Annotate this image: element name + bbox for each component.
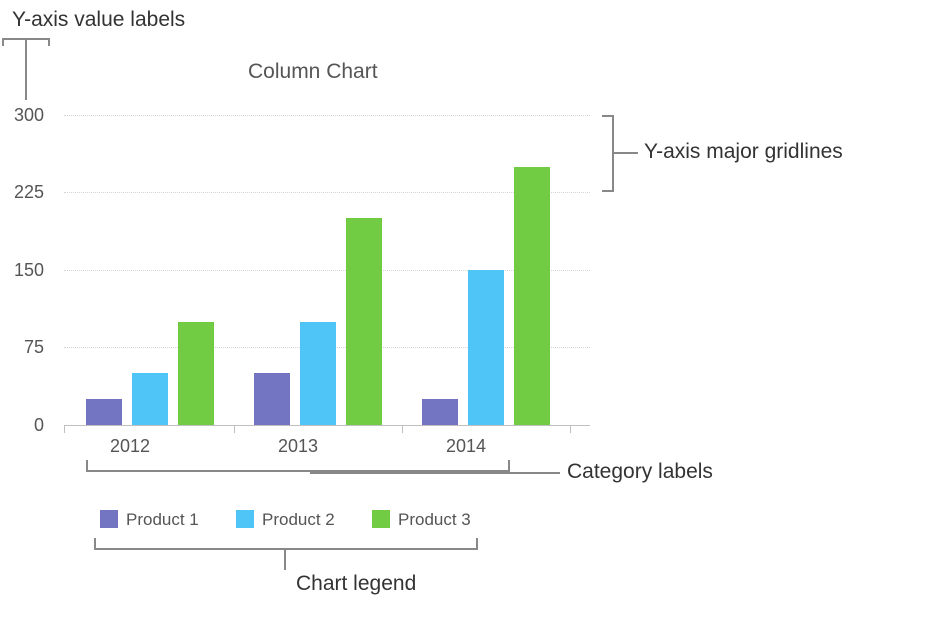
gridline-225 xyxy=(64,192,590,193)
bar-2012-product2 xyxy=(132,373,168,425)
bar-2014-product2 xyxy=(468,270,504,425)
bracket-yaxis-stem xyxy=(25,40,27,100)
bracket-grid-bot xyxy=(602,190,612,192)
bracket-cat-stem-up xyxy=(310,470,312,474)
annotation-legend: Chart legend xyxy=(296,572,416,596)
bracket-leg-left xyxy=(94,538,96,548)
cat-label-2012: 2012 xyxy=(110,436,150,457)
cat-tick-2 xyxy=(234,425,235,433)
bracket-yaxis-right xyxy=(48,38,50,46)
legend-label-3: Product 3 xyxy=(398,510,471,530)
bracket-cat-stem xyxy=(310,472,560,474)
bar-2014-product1 xyxy=(422,399,458,425)
gridline-300 xyxy=(64,115,590,116)
bracket-leg-stem xyxy=(284,550,286,570)
ytick-225: 225 xyxy=(4,182,44,203)
legend-swatch-2 xyxy=(236,510,254,528)
annotation-category-labels: Category labels xyxy=(567,460,713,484)
bar-2014-product3 xyxy=(514,167,550,425)
ytick-75: 75 xyxy=(4,337,44,358)
cat-tick-3 xyxy=(402,425,403,433)
bracket-cat-right xyxy=(508,460,510,470)
bar-2012-product1 xyxy=(86,399,122,425)
bar-2013-product2 xyxy=(300,322,336,425)
chart-title: Column Chart xyxy=(248,60,378,84)
cat-tick-1 xyxy=(64,425,65,433)
cat-label-2014: 2014 xyxy=(446,436,486,457)
bracket-cat-left xyxy=(86,460,88,470)
baseline xyxy=(64,425,590,426)
legend-swatch-3 xyxy=(372,510,390,528)
annotation-yaxis-labels: Y-axis value labels xyxy=(12,8,185,32)
legend-swatch-1 xyxy=(100,510,118,528)
bracket-grid-top xyxy=(602,115,612,117)
cat-label-2013: 2013 xyxy=(278,436,318,457)
bracket-leg-horiz xyxy=(94,548,478,550)
bar-2013-product1 xyxy=(254,373,290,425)
bracket-yaxis-left xyxy=(2,38,4,46)
annotation-gridlines: Y-axis major gridlines xyxy=(644,140,843,164)
bracket-grid-stem xyxy=(614,152,638,154)
bracket-leg-right xyxy=(476,538,478,548)
cat-tick-4 xyxy=(570,425,571,433)
ytick-150: 150 xyxy=(4,260,44,281)
ytick-0: 0 xyxy=(4,415,44,436)
ytick-300: 300 xyxy=(4,105,44,126)
bar-2012-product3 xyxy=(178,322,214,425)
legend-label-2: Product 2 xyxy=(262,510,335,530)
bar-2013-product3 xyxy=(346,218,382,425)
gridline-150 xyxy=(64,270,590,271)
legend-label-1: Product 1 xyxy=(126,510,199,530)
